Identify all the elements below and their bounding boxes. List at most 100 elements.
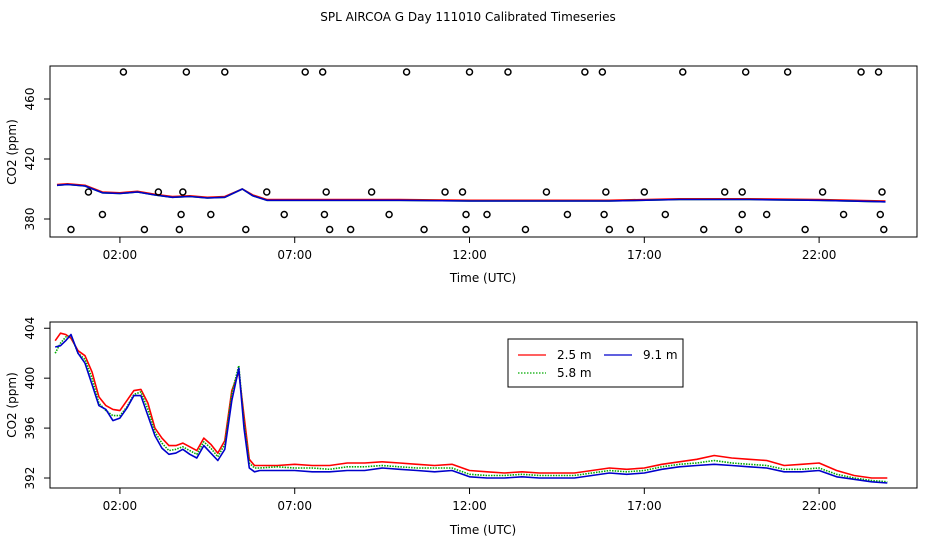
top-y-axis-label: CO2 (ppm) [5, 119, 19, 185]
x-tick-label: 22:00 [802, 248, 837, 262]
top-x-axis-label: Time (UTC) [449, 271, 516, 285]
data-point [154, 188, 163, 196]
data-point [876, 210, 885, 219]
y-tick-label: 460 [23, 88, 37, 111]
data-point [818, 188, 827, 196]
y-tick-label: 404 [23, 317, 37, 340]
data-point [640, 188, 649, 196]
data-point [420, 225, 428, 234]
data-point [878, 188, 886, 196]
data-point [367, 188, 376, 196]
bottom-y-axis-label: CO2 (ppm) [5, 372, 19, 438]
legend-label-9-1m: 9.1 m [643, 348, 678, 362]
x-tick-label: 12:00 [452, 248, 487, 262]
data-point [600, 210, 608, 219]
bottom-panel: 02:00 07:00 12:00 17:00 22:00 392 396 400 404 T… [5, 317, 918, 537]
data-point [67, 225, 75, 234]
data-point [462, 225, 470, 234]
series-line [55, 333, 888, 484]
x-tick-label: 17:00 [627, 248, 662, 262]
data-point [699, 225, 708, 234]
data-point [207, 210, 215, 219]
y-tick-label: 380 [23, 208, 37, 231]
x-tick-label: 02:00 [103, 499, 138, 513]
series-line [54, 332, 888, 479]
top-scatter-points [67, 68, 888, 234]
top-plot-frame [49, 65, 918, 238]
data-point [263, 188, 271, 196]
x-tick-label: 07:00 [277, 248, 312, 262]
x-tick-label: 22:00 [802, 499, 837, 513]
data-point [140, 225, 149, 234]
top-panel: 02:00 07:00 12:00 17:00 22:00 380 420 460 Time… [5, 65, 918, 285]
data-point [783, 68, 792, 76]
y-tick-label: 400 [23, 367, 37, 390]
x-tick-label: 07:00 [277, 499, 312, 513]
data-point [581, 68, 589, 76]
x-tick-label: 12:00 [452, 499, 487, 513]
data-point [458, 188, 467, 196]
data-point [857, 68, 865, 76]
legend-label-2-5m: 2.5 m [557, 348, 592, 362]
data-point [738, 210, 746, 219]
data-point [462, 210, 470, 219]
data-point [280, 210, 288, 219]
data-point [385, 210, 393, 219]
data-point [98, 210, 107, 219]
y-tick-label: 420 [23, 148, 37, 171]
data-point [221, 68, 229, 76]
data-point [483, 210, 491, 219]
data-point [322, 188, 330, 196]
data-point [874, 68, 883, 76]
data-point [119, 68, 128, 76]
legend: 2.5 m 5.8 m 9.1 m [507, 338, 684, 388]
data-point [762, 210, 771, 219]
y-tick-label: 392 [23, 467, 37, 490]
chart-title: SPL AIRCOA G Day 111010 Calibrated Times… [320, 10, 615, 24]
bottom-plot-frame [49, 321, 918, 489]
data-point [734, 225, 743, 234]
data-point [839, 210, 848, 219]
bottom-x-axis-label: Time (UTC) [449, 523, 516, 537]
data-point [441, 188, 449, 196]
series-line [56, 183, 886, 203]
x-tick-label: 02:00 [103, 248, 138, 262]
data-point [177, 210, 185, 219]
data-point [242, 225, 250, 234]
bottom-y-axis: 392 396 400 404 [23, 317, 50, 490]
data-point [346, 225, 355, 234]
data-point [741, 68, 750, 76]
top-x-axis: 02:00 07:00 12:00 17:00 22:00 [103, 237, 837, 262]
data-point [598, 68, 607, 76]
data-point [320, 210, 329, 219]
data-point [318, 68, 327, 76]
data-point [542, 188, 551, 196]
data-point [626, 225, 635, 234]
data-point [504, 68, 512, 76]
bottom-x-axis: 02:00 07:00 12:00 17:00 22:00 [103, 488, 837, 513]
data-point [605, 225, 614, 234]
data-point [661, 210, 670, 219]
data-point [602, 188, 610, 196]
top-y-axis: 380 420 460 [23, 88, 50, 231]
data-point [801, 225, 809, 234]
data-point [880, 225, 888, 234]
legend-box [507, 338, 684, 388]
data-point [563, 210, 572, 219]
y-tick-label: 396 [23, 417, 37, 440]
data-point [465, 68, 474, 76]
data-point [182, 68, 191, 76]
data-point [84, 188, 93, 196]
data-point [301, 68, 309, 76]
data-point [521, 225, 530, 234]
legend-label-5-8m: 5.8 m [557, 366, 592, 380]
data-point [402, 68, 411, 76]
series-line [56, 183, 886, 202]
data-point [325, 225, 334, 234]
x-tick-label: 17:00 [627, 499, 662, 513]
data-point [738, 188, 746, 196]
bottom-series-lines [54, 332, 888, 484]
top-series-lines [56, 183, 886, 203]
data-point [175, 225, 184, 234]
